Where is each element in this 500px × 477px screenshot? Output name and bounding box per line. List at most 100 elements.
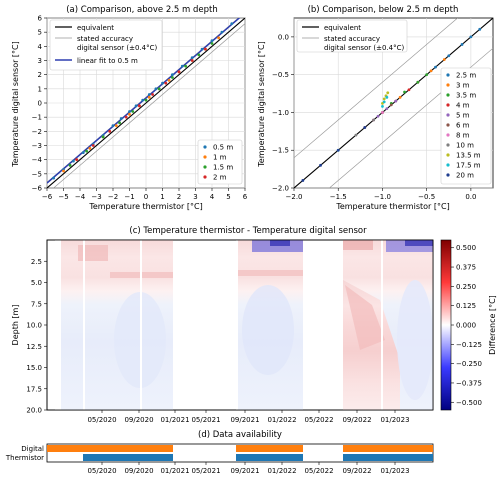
- y-tick-label: 20.0: [26, 407, 42, 415]
- panel-a: (a) Comparison, above 2.5 m depth −6 −5 −4…: [11, 5, 248, 211]
- panel-b-x-label: Temperature thermistor [°C]: [335, 202, 449, 211]
- colorbar-tick-label: 0.250: [456, 283, 476, 291]
- digital-bar-1: [47, 445, 173, 452]
- data-point: [134, 104, 138, 108]
- y-tick-label: −1.5: [272, 147, 289, 155]
- x-tick-label: 05/2022: [304, 467, 333, 475]
- colorbar-tick-label: 0.000: [456, 322, 476, 330]
- data-point: [382, 100, 386, 104]
- data-point: [381, 105, 384, 108]
- panel-c-y-label: Depth [m]: [11, 305, 20, 346]
- legend-depth-label: 1.5 m: [213, 164, 233, 172]
- data-point: [138, 104, 141, 108]
- panel-b-legend-top: equivalent stated accuracy digital senso…: [296, 19, 408, 53]
- data-point: [204, 47, 207, 51]
- data-point: [157, 87, 161, 91]
- data-point: [161, 81, 164, 85]
- colorbar-tick-label: 0.500: [456, 244, 476, 252]
- panel-c: (c) Temperature thermistor - Temperature…: [11, 226, 497, 424]
- legend-marker: [446, 143, 450, 147]
- panel-a-legend-top: equivalent stated accuracy digital senso…: [49, 19, 163, 71]
- x-tick-label: 01/2022: [267, 467, 296, 475]
- equivalent-line: [47, 18, 245, 188]
- data-point: [385, 95, 389, 99]
- data-point: [385, 107, 389, 111]
- colorbar-tick-label: −0.250: [456, 360, 482, 368]
- x-tick-label: −1.5: [330, 193, 347, 201]
- colorbar: 0.500 0.375 0.250 0.125 0.000 −0.125 −0.250 −0.…: [440, 239, 497, 411]
- legend-depth-label: 4 m: [456, 102, 470, 110]
- data-point: [376, 114, 380, 118]
- legend-marker: [446, 133, 450, 137]
- x-tick-label: 01/2022: [267, 416, 296, 424]
- legend-depth-label: 20 m: [456, 172, 474, 180]
- colorbar-label: Difference [°C]: [488, 295, 497, 355]
- data-point: [184, 64, 188, 68]
- panel-a-title: (a) Comparison, above 2.5 m depth: [66, 5, 218, 15]
- x-tick-label: 3: [193, 193, 197, 201]
- data-point: [119, 117, 123, 120]
- panel-a-legend-depths: 0.5 m 1 m 1.5 m 2 m: [197, 139, 243, 185]
- data-point: [210, 42, 214, 45]
- data-point: [144, 98, 148, 102]
- legend-depth-label: 17.5 m: [456, 162, 481, 170]
- thermistor-bar-2: [236, 454, 303, 461]
- legend-depth-label: 2 m: [213, 174, 227, 182]
- data-point: [200, 47, 204, 51]
- legend-depth-label: 5 m: [456, 112, 470, 120]
- x-tick-label: 1: [160, 193, 164, 201]
- data-point: [319, 163, 322, 167]
- data-point: [131, 110, 135, 113]
- x-tick-label: 01/2023: [380, 467, 409, 475]
- data-point: [407, 88, 411, 92]
- legend-depth-label: 13.5 m: [456, 152, 481, 160]
- legend-marker: [203, 165, 207, 169]
- data-point: [147, 95, 151, 99]
- data-point: [91, 144, 95, 147]
- data-point: [442, 58, 446, 61]
- x-tick-label: 09/2022: [342, 416, 371, 424]
- x-tick-label: −4: [75, 193, 86, 201]
- data-point: [389, 103, 393, 107]
- y-tick-label: −2.0: [272, 185, 289, 193]
- data-point: [190, 59, 194, 62]
- colorbar-tick-label: 0.125: [456, 302, 476, 310]
- x-tick-label: 01/2021: [160, 467, 189, 475]
- legend-depth-label: 6 m: [456, 122, 470, 130]
- colorbar-tick-label: −0.375: [456, 379, 482, 387]
- data-point: [101, 135, 105, 139]
- x-tick-label: −2.0: [286, 193, 303, 201]
- legend-equivalent: equivalent: [77, 24, 114, 32]
- data-point: [128, 110, 131, 113]
- data-point: [416, 80, 420, 84]
- data-point: [381, 111, 384, 114]
- colorbar-tick-label: −0.125: [456, 341, 482, 349]
- x-tick-label: 05/2021: [191, 467, 220, 475]
- legend-b-equivalent: equivalent: [324, 24, 361, 32]
- y-tick-label: 2.5: [31, 258, 42, 266]
- legend-marker: [446, 173, 450, 177]
- data-point: [108, 129, 112, 133]
- legend-depth-label: 3 m: [456, 82, 470, 90]
- legend-b-stated-accuracy: stated accuracy: [324, 35, 380, 43]
- x-tick-label: 09/2020: [124, 416, 153, 424]
- data-point: [398, 95, 402, 99]
- data-point: [151, 93, 155, 96]
- x-tick-label: 09/2022: [342, 467, 371, 475]
- data-point: [382, 97, 386, 101]
- panel-b-y-label: Temperature digital sensor [°C]: [257, 41, 266, 168]
- x-tick-label: −2: [108, 193, 118, 201]
- legend-stated-accuracy: stated accuracy: [77, 35, 133, 43]
- legend-marker: [446, 123, 450, 127]
- panel-d: (d) Data availability Digital Thermistor…: [5, 430, 434, 475]
- legend-marker: [446, 113, 450, 117]
- data-point: [230, 22, 234, 26]
- data-point: [469, 35, 473, 39]
- data-point: [220, 30, 224, 34]
- data-point: [114, 124, 118, 128]
- legend-marker: [446, 163, 450, 167]
- data-point: [72, 159, 75, 163]
- row-label-thermistor: Thermistor: [5, 454, 44, 462]
- data-point: [68, 163, 72, 167]
- x-tick-label: 6: [243, 193, 248, 201]
